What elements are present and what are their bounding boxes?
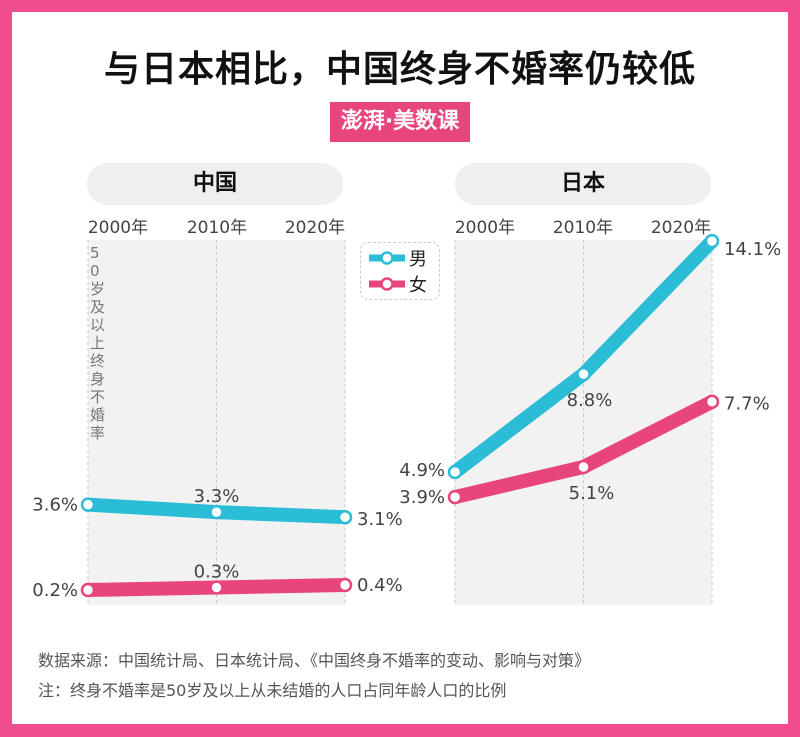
legend: 男 女 [360,242,440,300]
legend-item-male: 男 [369,246,427,270]
data-label: 0.2% [32,580,78,601]
data-point [209,580,224,595]
data-label: 8.8% [567,390,613,411]
panel-title-japan: 日本 [455,163,711,205]
data-point [80,582,96,598]
legend-item-female: 女 [369,272,427,296]
data-point [209,504,224,520]
data-point [337,577,353,593]
data-point [447,489,463,505]
x-tick: 2000年 [454,218,516,238]
data-point [704,233,720,249]
data-point [80,497,96,512]
x-tick: 2020年 [284,218,346,238]
data-label: 3.9% [399,487,445,508]
legend-label: 女 [409,275,427,296]
source-note: 数据来源：中国统计局、日本统计局、《中国终身不婚率的变动、影响与对策》 [38,651,591,670]
page-title: 与日本相比，中国终身不婚率仍较低 [103,49,696,90]
x-tick: 2010年 [552,218,614,238]
data-label: 14.1% [724,239,781,260]
panel-title-china: 中国 [87,163,343,205]
data-label: 3.1% [357,509,403,530]
data-label: 7.7% [724,394,770,415]
data-label: 4.9% [399,460,445,481]
data-label: 3.3% [194,486,240,507]
data-label: 5.1% [569,483,615,504]
data-point [576,366,591,382]
data-label: 0.3% [194,561,240,582]
x-tick: 2010年 [186,218,248,238]
data-label: 0.4% [357,575,403,596]
data-point [704,394,720,409]
logo: 澎湃·美数课 [330,102,470,142]
data-point [337,509,353,525]
data-label: 3.6% [32,495,78,516]
x-tick: 2020年 [650,218,712,238]
data-point [447,464,463,480]
data-point [576,459,591,475]
x-tick: 2000年 [87,218,149,238]
footnote: 注：终身不婚率是50岁及以上从未结婚的人口占同年龄人口的比例 [38,681,507,700]
y-axis-label: 50岁及以上终身不婚率 [90,244,106,442]
legend-label: 男 [409,249,427,270]
